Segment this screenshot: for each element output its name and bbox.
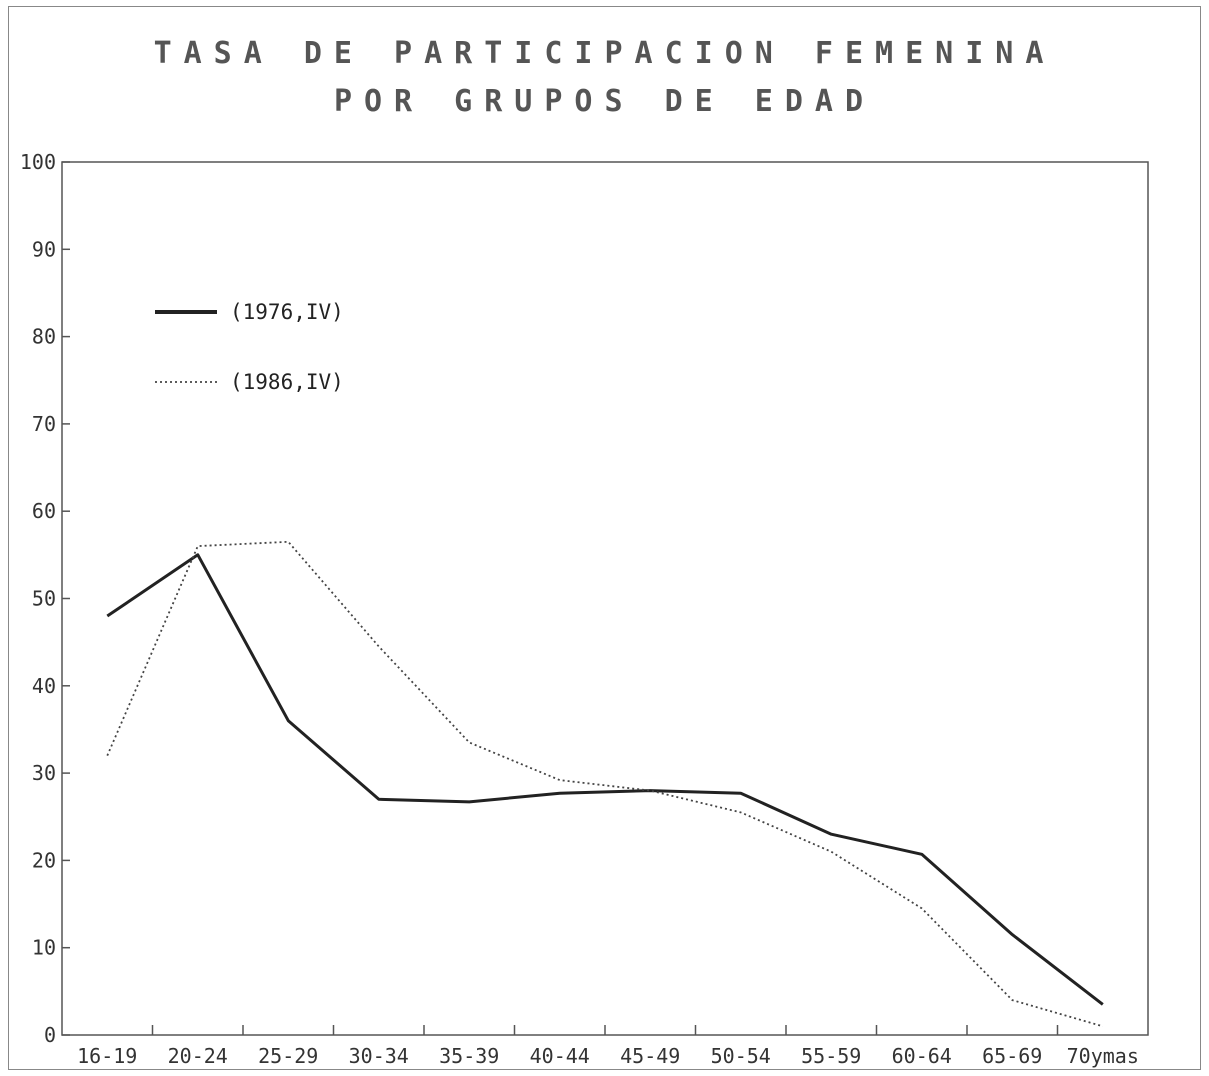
- series-lines: [106, 540, 1104, 1028]
- y-tick-label: 30: [32, 761, 56, 785]
- x-tick-label: 70ymas: [1067, 1044, 1139, 1068]
- legend-label-2: (1986,IV): [230, 370, 344, 394]
- x-tick-label: 50-54: [711, 1044, 771, 1068]
- y-tick-label: 20: [32, 848, 56, 872]
- y-tick-label: 40: [32, 674, 56, 698]
- chart-subtitle: POR GRUPOS DE EDAD: [333, 84, 876, 119]
- series-line-1: [106, 553, 1104, 1006]
- y-tick-label: 0: [44, 1023, 56, 1047]
- x-tick-label: 25-29: [258, 1044, 318, 1068]
- y-tick-label: 50: [32, 587, 56, 611]
- x-tick-label: 60-64: [892, 1044, 952, 1068]
- series-line-2: [106, 540, 1104, 1028]
- x-tick-label: 65-69: [982, 1044, 1042, 1068]
- legend: (1976,IV) (1986,IV): [155, 300, 344, 394]
- y-tick-label: 60: [32, 499, 56, 523]
- x-tick-label: 30-34: [349, 1044, 409, 1068]
- chart-axes: [61, 161, 1149, 1036]
- chart-title: TASA DE PARTICIPACION FEMENINA: [153, 36, 1056, 71]
- y-tick-label: 10: [32, 936, 56, 960]
- y-tick-label: 80: [32, 325, 56, 349]
- x-tick-label: 20-24: [168, 1044, 228, 1068]
- x-tick-label: 45-49: [620, 1044, 680, 1068]
- x-tick-label: 16-19: [77, 1044, 137, 1068]
- chart-frame: [8, 6, 1201, 1070]
- legend-label-1: (1976,IV): [230, 300, 344, 324]
- y-tick-label: 100: [20, 150, 56, 174]
- y-tick-label: 70: [32, 412, 56, 436]
- x-tick-label: 55-59: [801, 1044, 861, 1068]
- plot-area-border: [61, 161, 1149, 1036]
- x-tick-label: 35-39: [439, 1044, 499, 1068]
- y-axis-ticks: 0 10 20 30 40 50 60 70 80 90 100: [20, 150, 70, 1047]
- y-tick-label: 90: [32, 237, 56, 261]
- x-axis-ticks: 16-19 20-24 25-29 30-34 35-39 40-44 45-49 50-54…: [77, 1025, 1139, 1068]
- x-tick-label: 40-44: [530, 1044, 590, 1068]
